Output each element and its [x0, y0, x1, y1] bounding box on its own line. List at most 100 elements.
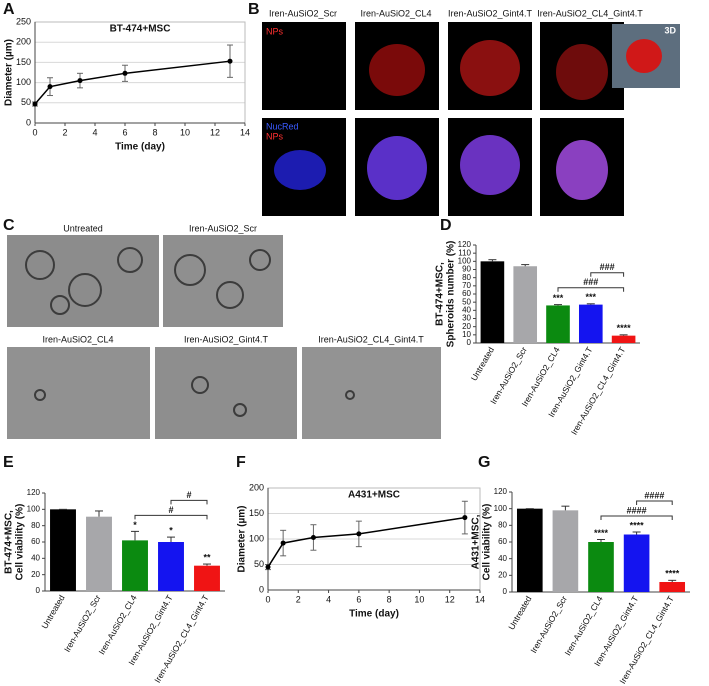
- x-tick-label: 10: [180, 127, 190, 137]
- y-tick-label: 0: [26, 117, 31, 127]
- y-tick-label: 30: [462, 314, 471, 323]
- comparison-bracket: [170, 499, 208, 505]
- y-tick-label: 10: [462, 330, 471, 339]
- x-tick-label: 6: [122, 127, 127, 137]
- y-tick-label: 0: [36, 586, 41, 595]
- panel-label: C: [3, 217, 15, 234]
- panel-label: D: [440, 217, 452, 234]
- channel-label: NPs: [266, 26, 284, 36]
- y-tick-label: 0: [467, 338, 472, 347]
- data-point: [32, 101, 38, 107]
- y-tick-label: 80: [498, 520, 507, 529]
- chart-title: A431+MSC: [348, 490, 400, 501]
- comparison-label: ###: [583, 277, 598, 287]
- x-tick-label: Untreated: [469, 345, 496, 383]
- x-tick-label: 8: [152, 127, 157, 137]
- x-tick-label: 12: [445, 594, 455, 604]
- data-point: [122, 70, 128, 76]
- x-tick-label: 8: [387, 594, 392, 604]
- x-tick-label: Untreated: [39, 593, 66, 631]
- channel-label: NucRed: [266, 121, 299, 131]
- y-axis-label: Cell viability (%): [482, 504, 493, 581]
- y-tick-label: 200: [16, 37, 31, 47]
- x-tick-label: 12: [210, 127, 220, 137]
- comparison-label: ####: [627, 505, 647, 515]
- image-caption: Iren-AuSiO2_Scr: [189, 223, 257, 233]
- x-tick-label: Iren-AuSiO2_CL4: [96, 593, 138, 656]
- bar: [552, 510, 579, 592]
- x-tick-label: 6: [356, 594, 361, 604]
- bar: [480, 261, 505, 343]
- y-tick-label: 90: [462, 265, 471, 274]
- comparison-bracket: [557, 287, 625, 292]
- comparison-label: #: [168, 505, 173, 515]
- data-point: [280, 540, 286, 546]
- y-tick-label: 250: [16, 16, 31, 26]
- inset-label: 3D: [664, 25, 676, 35]
- y-tick-label: 70: [462, 281, 471, 290]
- bar: [194, 565, 220, 591]
- bar: [86, 516, 112, 591]
- y-tick-label: 120: [27, 488, 41, 497]
- data-point: [356, 531, 362, 537]
- y-tick-label: 80: [31, 521, 40, 530]
- y-tick-label: 100: [458, 256, 472, 265]
- data-point: [77, 78, 83, 84]
- y-tick-label: 60: [498, 537, 507, 546]
- y-tick-label: 150: [16, 57, 31, 67]
- bar: [588, 542, 614, 592]
- x-tick-label: 14: [475, 594, 485, 604]
- y-tick-label: 20: [498, 570, 507, 579]
- y-tick-label: 60: [31, 537, 40, 546]
- image-caption: Iren-AuSiO2_CL4: [42, 334, 113, 344]
- y-tick-label: 100: [27, 504, 41, 513]
- x-tick-label: 10: [414, 594, 424, 604]
- y-tick-label: 120: [458, 240, 472, 249]
- data-point: [265, 564, 271, 570]
- y-tick-label: 80: [462, 273, 471, 282]
- bar: [513, 266, 538, 343]
- bar: [611, 335, 636, 343]
- y-tick-label: 120: [494, 487, 508, 496]
- x-tick-label: Iren-AuSiO2_Scr: [62, 593, 103, 654]
- x-tick-label: 0: [265, 594, 270, 604]
- y-axis-label: BT-474+MSC,: [4, 510, 15, 574]
- x-tick-label: 14: [240, 127, 250, 137]
- comparison-bracket: [636, 500, 673, 505]
- y-tick-label: 20: [31, 570, 40, 579]
- significance-label: **: [203, 552, 211, 562]
- y-tick-label: 50: [462, 297, 471, 306]
- column-header: Iren-AuSiO2_CL4_Gint4.T: [537, 8, 643, 18]
- bar: [659, 582, 686, 592]
- bar: [623, 534, 650, 592]
- comparison-bracket: [134, 514, 208, 520]
- y-tick-label: 40: [498, 554, 507, 563]
- micrographs: [7, 22, 680, 439]
- significance-label: ****: [617, 323, 632, 333]
- x-axis-label: Time (day): [115, 142, 165, 153]
- y-tick-label: 100: [494, 504, 508, 513]
- panel-label: G: [478, 454, 490, 471]
- significance-label: ***: [553, 293, 564, 303]
- y-tick-label: 100: [249, 533, 264, 543]
- significance-label: ****: [665, 569, 680, 579]
- y-tick-label: 40: [462, 305, 471, 314]
- x-tick-label: 4: [326, 594, 331, 604]
- comparison-bracket: [590, 272, 625, 277]
- y-axis-label: Spheroids number (%): [446, 241, 457, 348]
- bar: [50, 509, 76, 591]
- significance-label: ***: [586, 292, 597, 302]
- bar: [158, 542, 184, 591]
- bar: [516, 508, 543, 592]
- bar: [578, 304, 603, 343]
- significance-label: *: [169, 525, 173, 535]
- comparison-bracket: [600, 515, 673, 520]
- channel-label: NPs: [266, 131, 284, 141]
- significance-label: *: [133, 520, 137, 530]
- column-header: Iren-AuSiO2_Scr: [269, 8, 337, 18]
- bar: [122, 540, 148, 591]
- x-tick-label: 2: [62, 127, 67, 137]
- x-tick-label: Iren-AuSiO2_Scr: [528, 594, 569, 655]
- significance-label: ****: [594, 528, 609, 538]
